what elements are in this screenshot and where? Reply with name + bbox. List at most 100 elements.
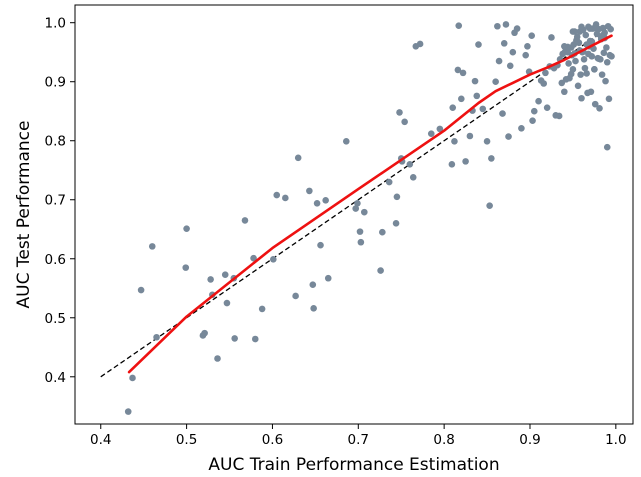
data-point [250,254,257,262]
data-point [379,228,386,236]
data-point [207,276,214,283]
data-point [518,125,525,132]
data-point [528,32,536,39]
data-point [361,208,368,216]
reference-diagonal-line [100,28,608,378]
data-point [574,82,582,90]
data-point [582,31,590,39]
trend-line-layer [127,34,613,374]
data-point [251,335,259,343]
data-point [273,191,281,199]
data-point [591,66,598,73]
data-point [542,69,549,77]
data-point [583,70,590,77]
x-axis-ticks: 0.4 0.5 0.6 0.7 0.8 0.9 1.0 [90,424,627,448]
data-point [602,77,609,85]
data-point [471,77,479,85]
data-point [354,199,361,207]
data-point [495,57,503,65]
data-point [529,117,536,124]
data-point [586,25,594,32]
data-point [393,193,401,201]
data-point [588,38,596,45]
data-point [596,104,603,112]
data-point [573,37,581,45]
data-point [416,40,424,48]
data-point [241,217,249,224]
data-point [509,48,517,56]
data-point [591,100,599,108]
data-point [451,138,458,145]
data-point [401,118,408,126]
data-point [488,155,495,162]
data-point [592,24,600,32]
data-point [294,154,302,162]
data-point [561,88,568,96]
data-point [396,109,403,116]
data-point [231,335,238,342]
x-tick-label: 0.7 [348,432,369,448]
x-axis-label: AUC Train Performance Estimation [208,455,499,475]
data-point [153,333,160,341]
data-point [483,138,491,145]
data-point [581,64,589,72]
data-point [578,23,585,31]
data-point [292,292,299,300]
data-point [436,125,444,133]
data-point [322,197,329,204]
data-point [148,243,156,250]
data-point [486,202,493,209]
data-point [580,55,588,63]
data-point [459,69,467,77]
y-tick-label: 0.5 [45,311,66,327]
data-point [137,286,145,294]
data-point [282,194,289,202]
data-point [385,178,393,186]
data-point [124,408,132,415]
data-point [183,225,190,232]
data-point [342,138,350,145]
x-tick-label: 0.5 [176,432,197,448]
data-point [569,28,577,35]
data-point [317,241,324,249]
y-tick-label: 0.7 [45,193,66,209]
data-point [555,112,563,120]
data-point [505,133,512,140]
data-point [356,228,364,235]
data-point [448,161,456,168]
data-point [567,70,575,78]
data-point [494,22,501,30]
data-point [500,40,508,47]
y-tick-label: 0.4 [45,370,66,386]
x-tick-label: 1.0 [605,432,626,448]
data-point [306,187,313,195]
data-point [499,110,506,117]
data-point [598,71,606,78]
data-point [561,43,568,50]
data-point [540,80,548,87]
data-point [324,274,332,282]
data-point [506,62,514,70]
data-point [258,305,266,313]
data-point [513,25,521,32]
data-point [182,264,190,271]
data-point [392,220,400,227]
plot-frame [74,4,634,425]
data-point [492,78,499,86]
data-point [572,57,579,65]
data-point [223,299,231,307]
data-point [201,329,208,337]
data-point [466,132,474,140]
y-tick-label: 0.8 [45,134,66,150]
x-tick-label: 0.6 [262,432,283,448]
data-point [214,355,221,362]
data-point [357,238,365,246]
data-point [454,66,462,74]
data-point [377,267,384,274]
data-point [543,104,551,111]
data-point [605,95,613,103]
data-point [595,55,602,63]
data-point [129,374,136,382]
data-point [406,161,414,168]
data-point [455,22,463,29]
